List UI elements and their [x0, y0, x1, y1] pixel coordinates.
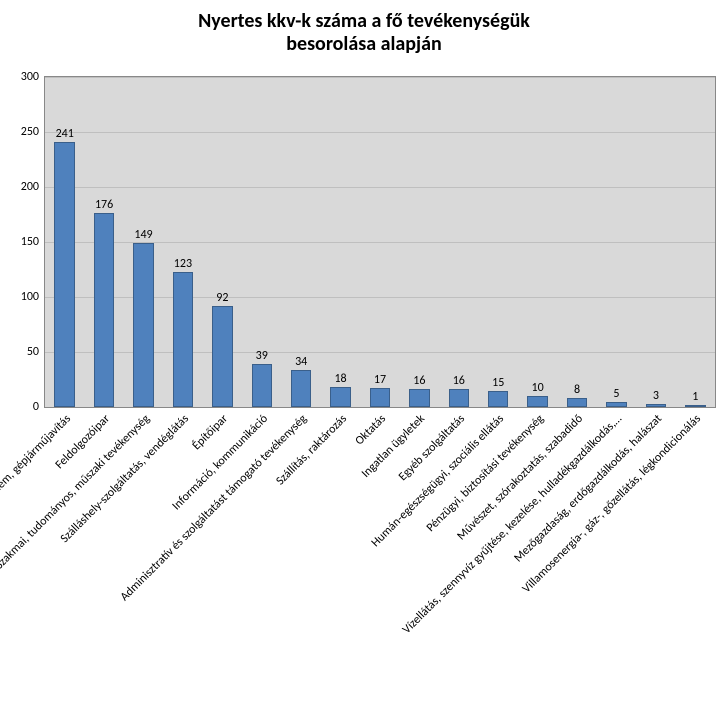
bar-value-label: 92 [216, 291, 228, 305]
bar-value-label: 18 [334, 372, 346, 386]
bar: 18 [330, 387, 350, 407]
bar: 8 [567, 398, 587, 407]
bar: 123 [173, 272, 193, 407]
x-category-label: Adminisztratív és szolgáltatást támogató… [118, 412, 310, 604]
y-tick-label: 100 [21, 290, 39, 304]
bar-value-label: 5 [613, 387, 619, 401]
bar: 15 [488, 391, 508, 408]
title-line-2: besorolása alapján [286, 32, 441, 56]
bar-value-label: 17 [374, 373, 386, 387]
bar-value-label: 39 [256, 349, 268, 363]
chart-container: Nyertes kkv-k száma a fő tevékenységük b… [0, 0, 728, 716]
x-category-label: Oktatás [353, 412, 389, 448]
gridline [45, 77, 715, 78]
bar-value-label: 10 [532, 381, 544, 395]
y-tick-label: 250 [21, 125, 39, 139]
bar: 10 [527, 396, 547, 407]
bar: 92 [212, 306, 232, 407]
y-tick-label: 0 [33, 400, 39, 414]
y-tick-label: 200 [21, 180, 39, 194]
bar-value-label: 3 [653, 389, 659, 403]
bar-value-label: 8 [574, 383, 580, 397]
bar-value-label: 34 [295, 355, 307, 369]
bar: 39 [252, 364, 272, 407]
bar: 149 [133, 243, 153, 407]
bar: 176 [94, 213, 114, 407]
bar-value-label: 1 [692, 390, 698, 404]
x-category-label: Mezőgazdaság, erdőgazdálkodás, halászat [511, 412, 664, 565]
bar-value-label: 176 [95, 198, 113, 212]
bar: 34 [291, 370, 311, 407]
bar-value-label: 15 [492, 376, 504, 390]
chart-title: Nyertes kkv-k száma a fő tevékenységük b… [0, 0, 728, 56]
bar: 16 [449, 389, 469, 407]
x-category-label: Szakmai, tudományos, műszaki tevékenység [0, 412, 152, 572]
y-tick-label: 150 [21, 235, 39, 249]
bar-value-label: 123 [174, 257, 192, 271]
bar-value-label: 16 [453, 374, 465, 388]
y-tick-label: 300 [21, 70, 39, 84]
bar-value-label: 149 [134, 228, 152, 242]
bar-value-label: 16 [413, 374, 425, 388]
bar: 3 [646, 404, 666, 407]
plot-area: 0501001502002503002411761491239239341817… [44, 76, 716, 408]
bar-value-label: 241 [56, 127, 74, 141]
gridline [45, 407, 715, 408]
bar: 16 [409, 389, 429, 407]
gridline [45, 132, 715, 133]
y-tick-label: 50 [27, 345, 39, 359]
gridline [45, 187, 715, 188]
bar: 5 [606, 402, 626, 408]
bar: 241 [54, 142, 74, 407]
title-line-1: Nyertes kkv-k száma a fő tevékenységük [198, 9, 530, 33]
bar: 17 [370, 388, 390, 407]
x-category-label: Szállítás, raktározás [273, 412, 349, 488]
bar: 1 [685, 405, 705, 407]
